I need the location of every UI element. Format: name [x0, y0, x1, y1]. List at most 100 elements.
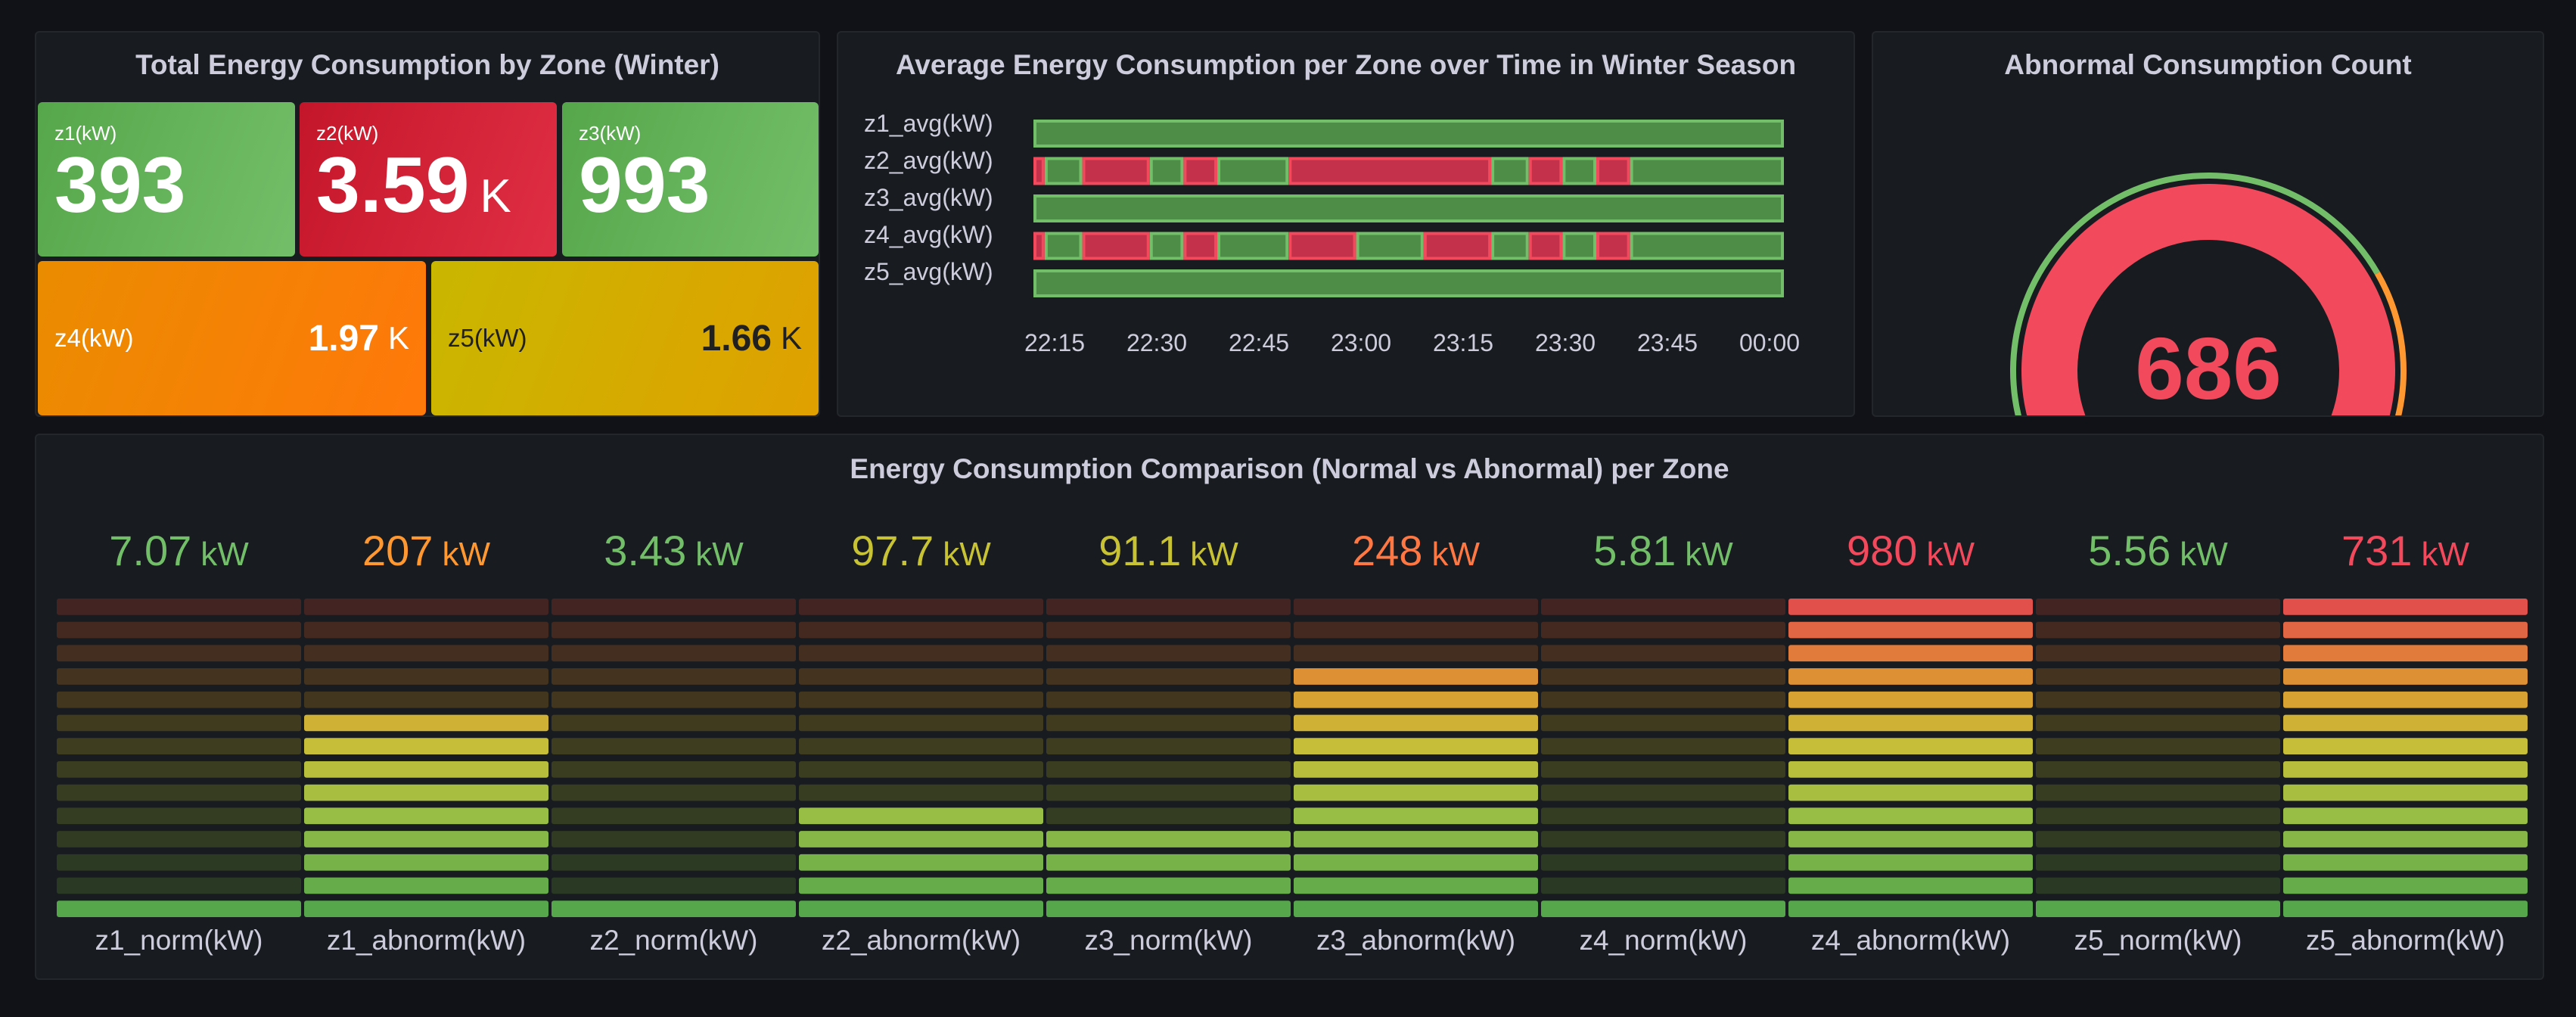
bargauge-cell-lit [799, 854, 1043, 871]
bargauge-cell-lit [799, 831, 1043, 848]
timeline-panel: Average Energy Consumption per Zone over… [837, 31, 1855, 417]
timeline-segment-normal[interactable] [1217, 157, 1289, 185]
bargauge-cell-unlit [2036, 854, 2280, 871]
timeline-segment-abnormal[interactable] [1528, 157, 1563, 185]
timeline-segment-abnormal[interactable] [1423, 232, 1492, 260]
timeline-segment-normal[interactable] [1630, 232, 1785, 260]
bargauge-cell-unlit [2036, 599, 2280, 615]
timeline-segment-normal[interactable] [1562, 157, 1596, 185]
bargauge-value-label: 97.7 kW [851, 527, 991, 574]
tile-z2[interactable]: z2(kW) 3.59 K [300, 102, 557, 257]
bargauge-category-label: z2_norm(kW) [589, 925, 757, 956]
bargauge-cell-lit [1788, 691, 2033, 708]
bargauge-value-label: 3.43 kW [604, 527, 744, 574]
bargauge-cell-lit [1294, 807, 1538, 825]
timeline-segment-normal[interactable] [1562, 232, 1596, 260]
stat-panel: Total Energy Consumption by Zone (Winter… [35, 31, 820, 417]
bargauge-cell-unlit [304, 691, 548, 708]
timeline-segment-abnormal[interactable] [1596, 232, 1630, 260]
bargauge-cell-lit [1788, 784, 2033, 801]
bargauge-cell-lit [1294, 877, 1538, 894]
timeline-segment-normal[interactable] [1033, 194, 1784, 222]
bargauge-cell-lit [304, 877, 548, 894]
bargauge-cell-unlit [799, 691, 1043, 708]
bargauge-cell-unlit [1541, 807, 1785, 825]
bargauge-cell-lit [1788, 831, 2033, 848]
state-timeline-chart[interactable]: z1_avg(kW) z2_avg(kW) z3_avg(kW) z4_avg(kW)… [838, 98, 1854, 415]
timeline-segment-normal[interactable] [1044, 157, 1083, 185]
bargauge-cell-unlit [2036, 714, 2280, 732]
timeline-segment-normal[interactable] [1149, 157, 1184, 185]
bargauge-cell-unlit [2036, 691, 2280, 708]
bargauge-cell-unlit [57, 668, 301, 685]
bargauge-chart[interactable]: 7.07 kW z1_norm(kW) 207 kW z1_abnorm(kW) 3.43 k… [36, 494, 2543, 978]
bargauge-cell-unlit [57, 691, 301, 708]
bargauge-cell-unlit [799, 668, 1043, 685]
bargauge-cell-unlit [799, 784, 1043, 801]
bargauge-cell-unlit [304, 668, 548, 685]
bargauge-cell-unlit [552, 784, 796, 801]
timeline-segment-abnormal[interactable] [1183, 157, 1218, 185]
timeline-segment-normal[interactable] [1044, 232, 1083, 260]
bargauge-cell-unlit [2036, 738, 2280, 754]
bargauge-cell-lit [2283, 854, 2528, 871]
timeline-segment-abnormal[interactable] [1033, 157, 1045, 185]
bargauge-cell-lit [1294, 691, 1538, 708]
bargauge-cell-lit [2283, 807, 2528, 825]
timeline-segment-normal[interactable] [1033, 269, 1784, 297]
bargauge-cell-lit [304, 807, 548, 825]
bargauge-category-label: z2_abnorm(kW) [822, 925, 1021, 956]
bargauge-cell-unlit [552, 599, 796, 615]
tile-z1-label: z1(kW) [54, 122, 117, 145]
bargauge-cell-unlit [1541, 784, 1785, 801]
bargauge-cell-unlit [2036, 668, 2280, 685]
tile-z5-label: z5(kW) [448, 324, 527, 352]
timeline-panel-title: Average Energy Consumption per Zone over… [895, 49, 1797, 80]
gauge-threshold-warning-arc [2374, 272, 2407, 415]
tile-z4[interactable]: z4(kW) 1.97 K [38, 261, 426, 415]
timeline-segment-abnormal[interactable] [1033, 232, 1045, 260]
timeline-x-tick: 23:15 [1433, 329, 1493, 356]
timeline-segment-abnormal[interactable] [1082, 157, 1150, 185]
timeline-segment-abnormal[interactable] [1082, 232, 1150, 260]
bargauge-cell-lit [1294, 831, 1538, 848]
timeline-x-tick: 00:00 [1739, 329, 1800, 356]
bargauge-cell-unlit [2036, 877, 2280, 894]
timeline-segment-abnormal[interactable] [1183, 232, 1218, 260]
timeline-segment-abnormal[interactable] [1596, 157, 1630, 185]
tile-z5-value: 1.66 K [701, 318, 802, 359]
timeline-segment-normal[interactable] [1491, 232, 1529, 260]
timeline-segment-normal[interactable] [1630, 157, 1785, 185]
bargauge-cell-lit [2283, 714, 2528, 732]
timeline-segment-normal[interactable] [1217, 232, 1289, 260]
timeline-segment-normal[interactable] [1356, 232, 1424, 260]
tile-z1[interactable]: z1(kW) 393 [38, 102, 295, 257]
bargauge-cell-lit [304, 714, 548, 732]
timeline-segment-abnormal[interactable] [1288, 157, 1492, 185]
timeline-x-tick: 22:30 [1126, 329, 1187, 356]
bargauge-cell-unlit [2036, 831, 2280, 848]
bargauge-cell-unlit [57, 738, 301, 754]
bargauge-category-label: z5_abnorm(kW) [2306, 925, 2505, 956]
timeline-segment-normal[interactable] [1149, 232, 1184, 260]
bargauge-cell-lit [2036, 900, 2280, 917]
bargauge-cell-lit [304, 761, 548, 778]
timeline-segment-abnormal[interactable] [1288, 232, 1356, 260]
bargauge-cell-lit [1294, 738, 1538, 754]
bargauge-cell-unlit [1541, 831, 1785, 848]
bargauge-cell-lit [799, 900, 1043, 917]
bargauge-category-label: z1_norm(kW) [95, 925, 263, 956]
timeline-segment-abnormal[interactable] [1528, 232, 1563, 260]
bargauge-cell-unlit [2036, 645, 2280, 662]
bargauge-cell-unlit [1541, 738, 1785, 754]
timeline-segment-normal[interactable] [1491, 157, 1529, 185]
gauge-chart[interactable]: 686 [1873, 98, 2543, 415]
bargauge-cell-lit [1788, 877, 2033, 894]
bargauge-cell-unlit [799, 645, 1043, 662]
tile-z5[interactable]: z5(kW) 1.66 K [431, 261, 819, 415]
bargauge-cell-unlit [57, 714, 301, 732]
tile-z4-value: 1.97 K [308, 318, 409, 359]
timeline-segment-normal[interactable] [1033, 120, 1784, 148]
tile-z3[interactable]: z3(kW) 993 [562, 102, 819, 257]
bargauge-cell-lit [799, 807, 1043, 825]
